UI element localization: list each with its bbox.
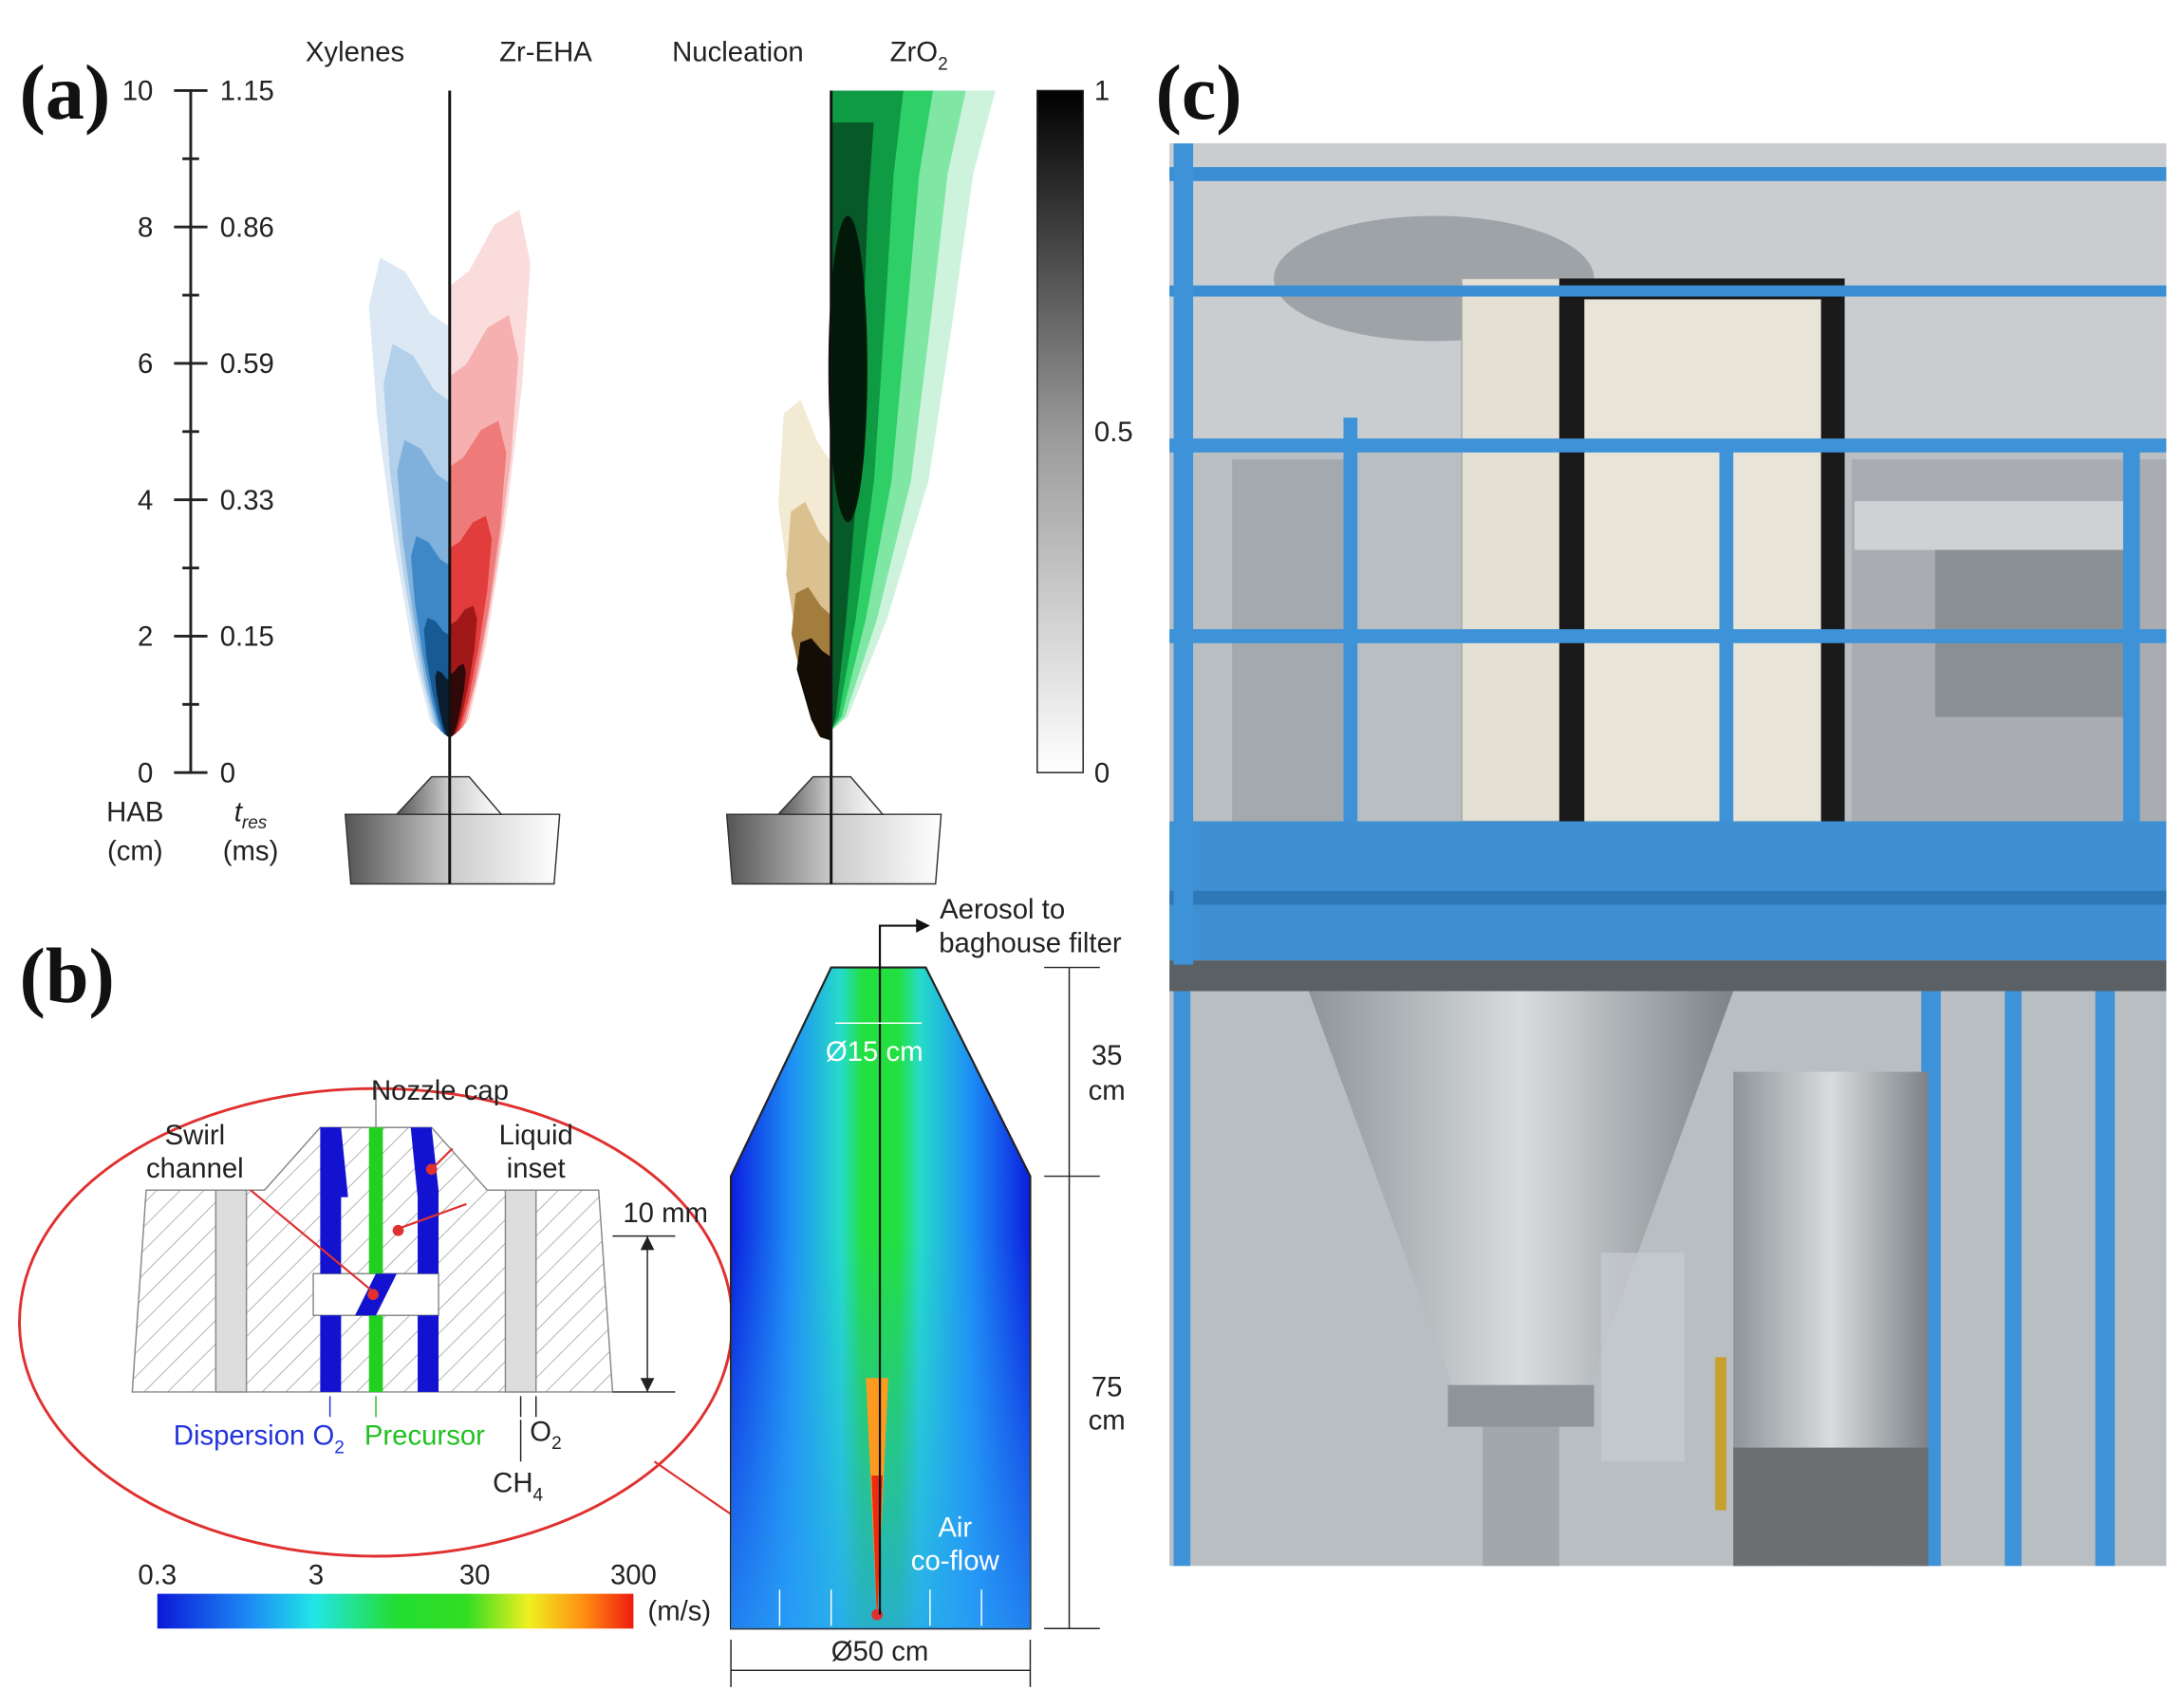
- flame-zr-eha: [449, 209, 531, 738]
- nozzle-label: CH4: [493, 1468, 543, 1506]
- column-title: Xylenes: [306, 37, 404, 68]
- reactor-label: baghouse filter: [939, 927, 1122, 958]
- text: ZrO: [890, 37, 938, 68]
- reactor-label: Ø50 cm: [831, 1636, 929, 1667]
- axis-title: HAB: [106, 797, 163, 828]
- nozzle-label: O2: [530, 1416, 561, 1454]
- colorbar-ticks: 0.3 3 30 300: [138, 1559, 657, 1590]
- panel-label: (b): [20, 933, 115, 1019]
- panel-label: (a): [20, 49, 111, 136]
- tres-tick-label: 0.86: [220, 212, 274, 243]
- colorbar: [1036, 89, 1084, 773]
- hab-tick-label: 10: [122, 76, 154, 107]
- nozzle-label: inset: [507, 1153, 566, 1184]
- colorbar-tick-label: 0.3: [138, 1559, 177, 1590]
- text: t: [234, 797, 244, 828]
- tres-tick-label: 0: [220, 757, 235, 789]
- colorbar-tick-label: 300: [610, 1559, 657, 1590]
- photo: [1169, 143, 2167, 1567]
- subscript: 2: [551, 1434, 562, 1454]
- axis: 0 0 2 0.15 4 0.33 6 0.59 8 0.86 10 1.15: [122, 76, 274, 789]
- flame-zro2: [828, 90, 996, 732]
- axis-title: (cm): [107, 836, 163, 867]
- nozzle-cross-section: [131, 1086, 676, 1418]
- reactor: [729, 919, 1100, 1687]
- colorbar-tick-label: 30: [459, 1559, 491, 1590]
- reactor-label: Air: [938, 1512, 972, 1543]
- tres-tick-label: 1.15: [220, 76, 274, 107]
- panel-label: (c): [1155, 49, 1241, 136]
- subscript: 2: [334, 1438, 345, 1457]
- flame-xylenes: [368, 257, 450, 738]
- column-title: Nucleation: [672, 37, 804, 68]
- reactor-label: Aerosol to: [940, 894, 1065, 925]
- reactor-label: cm: [1089, 1075, 1126, 1106]
- nozzle-label: Liquid: [499, 1120, 573, 1151]
- nozzle-label: Nozzle cap: [371, 1075, 509, 1106]
- hab-tick-label: 2: [138, 622, 153, 653]
- colorbar-tick-label: 0: [1094, 757, 1110, 789]
- reactor-label: cm: [1089, 1405, 1126, 1437]
- colorbar-tick-label: 0.5: [1094, 417, 1133, 448]
- colorbar: [157, 1593, 634, 1629]
- colorbar-tick-label: 1: [1094, 76, 1110, 107]
- subscript: 2: [938, 54, 948, 74]
- column-title: ZrO2: [890, 37, 948, 75]
- nozzle-label: Precursor: [364, 1420, 485, 1452]
- tres-tick-label: 0.33: [220, 485, 274, 516]
- tres-tick-label: 0.15: [220, 622, 274, 653]
- nozzle: [344, 775, 942, 885]
- hab-tick-label: 4: [138, 485, 153, 516]
- reactor-label: 35: [1092, 1040, 1123, 1071]
- nozzle-label: channel: [146, 1153, 244, 1184]
- colorbar-tick-label: 3: [308, 1559, 324, 1590]
- colorbar-unit: (m/s): [647, 1595, 711, 1626]
- dimension-label: 10 mm: [623, 1197, 708, 1229]
- subscript: 4: [533, 1485, 544, 1505]
- column-title: Zr-EHA: [499, 37, 592, 68]
- text: O: [530, 1416, 551, 1447]
- nozzle-label: Dispersion O2: [174, 1420, 345, 1458]
- reactor-label: co-flow: [911, 1546, 1000, 1577]
- hab-tick-label: 6: [138, 348, 153, 380]
- tres-tick-label: 0.59: [220, 348, 274, 380]
- hab-tick-label: 0: [138, 757, 153, 789]
- axis-title: (ms): [223, 836, 279, 867]
- axis-title: tres: [234, 797, 268, 833]
- reactor-label: 75: [1092, 1371, 1123, 1402]
- text: CH: [493, 1468, 532, 1499]
- colorbar-ticks: 00.51: [1094, 76, 1133, 789]
- subscript: res: [242, 813, 268, 833]
- hab-tick-label: 8: [138, 212, 153, 243]
- reactor-label: Ø15 cm: [826, 1036, 924, 1068]
- nozzle-label: Swirl: [165, 1120, 226, 1151]
- text: Dispersion O: [174, 1420, 335, 1452]
- flame-nucleation: [777, 399, 831, 741]
